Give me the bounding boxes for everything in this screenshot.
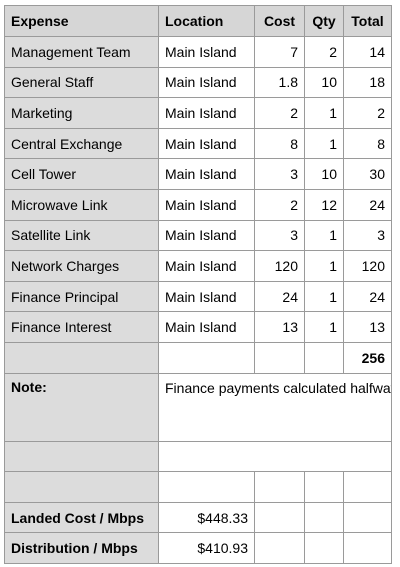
qty-cell[interactable]: 10: [304, 66, 344, 99]
empty-cell[interactable]: [304, 501, 344, 534]
qty-cell[interactable]: 1: [304, 127, 344, 160]
cost-cell[interactable]: 3: [254, 158, 305, 190]
location-cell[interactable]: Main Island: [158, 219, 255, 252]
location-cell[interactable]: Main Island: [158, 97, 255, 129]
expense-cell[interactable]: Satellite Link: [4, 219, 159, 252]
cost-cell[interactable]: 2: [254, 97, 305, 129]
empty-cell[interactable]: [158, 341, 255, 374]
qty-cell[interactable]: 10: [304, 158, 344, 190]
qty-cell[interactable]: 1: [304, 311, 344, 343]
header-total[interactable]: Total: [343, 5, 392, 37]
expense-cell[interactable]: Management Team: [4, 36, 159, 68]
table-row: Finance Interest Main Island 13 1 13: [4, 311, 392, 343]
empty-cell[interactable]: [254, 341, 305, 374]
summary-row: Distribution / Mbps $410.93: [4, 532, 392, 564]
expense-cell[interactable]: Marketing: [4, 97, 159, 129]
table-row: Marketing Main Island 2 1 2: [4, 97, 392, 129]
expense-table: Expense Location Cost Qty Total Manageme…: [4, 5, 392, 564]
total-cell[interactable]: 30: [343, 158, 392, 190]
note-text[interactable]: Finance payments calculated halfway thro…: [158, 372, 392, 442]
landed-cost-label[interactable]: Landed Cost / Mbps: [4, 501, 159, 534]
location-cell[interactable]: Main Island: [158, 188, 255, 221]
expense-cell[interactable]: Finance Principal: [4, 280, 159, 313]
location-cell[interactable]: Main Island: [158, 250, 255, 282]
grand-total-row: 256: [4, 341, 392, 374]
empty-cell[interactable]: [158, 440, 392, 473]
header-qty[interactable]: Qty: [304, 5, 344, 37]
total-cell[interactable]: 24: [343, 280, 392, 313]
note-row: Note: Finance payments calculated halfwa…: [4, 372, 392, 442]
location-cell[interactable]: Main Island: [158, 158, 255, 190]
cost-cell[interactable]: 1.8: [254, 66, 305, 99]
empty-cell[interactable]: [158, 471, 255, 503]
empty-cell[interactable]: [343, 501, 392, 534]
header-row: Expense Location Cost Qty Total: [4, 5, 392, 37]
location-cell[interactable]: Main Island: [158, 127, 255, 160]
total-cell[interactable]: 24: [343, 188, 392, 221]
blank-row: [4, 471, 392, 503]
note-label[interactable]: Note:: [4, 372, 159, 442]
blank-row: [4, 440, 392, 473]
empty-cell[interactable]: [304, 341, 344, 374]
total-cell[interactable]: 8: [343, 127, 392, 160]
distribution-label[interactable]: Distribution / Mbps: [4, 532, 159, 564]
expense-cell[interactable]: Network Charges: [4, 250, 159, 282]
location-cell[interactable]: Main Island: [158, 311, 255, 343]
summary-row: Landed Cost / Mbps $448.33: [4, 501, 392, 534]
cost-cell[interactable]: 8: [254, 127, 305, 160]
total-cell[interactable]: 2: [343, 97, 392, 129]
empty-label-cell[interactable]: [4, 341, 159, 374]
table-row: Cell Tower Main Island 3 10 30: [4, 158, 392, 190]
table-row: Satellite Link Main Island 3 1 3: [4, 219, 392, 252]
cost-cell[interactable]: 7: [254, 36, 305, 68]
cost-cell[interactable]: 2: [254, 188, 305, 221]
header-expense[interactable]: Expense: [4, 5, 159, 37]
empty-cell[interactable]: [254, 471, 305, 503]
table-row: General Staff Main Island 1.8 10 18: [4, 66, 392, 99]
cost-cell[interactable]: 24: [254, 280, 305, 313]
header-cost[interactable]: Cost: [254, 5, 305, 37]
empty-cell[interactable]: [343, 471, 392, 503]
landed-cost-value[interactable]: $448.33: [158, 501, 255, 534]
table-row: Network Charges Main Island 120 1 120: [4, 250, 392, 282]
empty-cell[interactable]: [254, 532, 305, 564]
location-cell[interactable]: Main Island: [158, 66, 255, 99]
cost-cell[interactable]: 13: [254, 311, 305, 343]
table-row: Finance Principal Main Island 24 1 24: [4, 280, 392, 313]
total-cell[interactable]: 14: [343, 36, 392, 68]
distribution-value[interactable]: $410.93: [158, 532, 255, 564]
location-cell[interactable]: Main Island: [158, 280, 255, 313]
total-cell[interactable]: 13: [343, 311, 392, 343]
qty-cell[interactable]: 1: [304, 97, 344, 129]
empty-cell[interactable]: [304, 532, 344, 564]
qty-cell[interactable]: 1: [304, 219, 344, 252]
empty-cell[interactable]: [304, 471, 344, 503]
expense-cell[interactable]: General Staff: [4, 66, 159, 99]
expense-cell[interactable]: Central Exchange: [4, 127, 159, 160]
cost-cell[interactable]: 120: [254, 250, 305, 282]
table-row: Management Team Main Island 7 2 14: [4, 36, 392, 68]
header-location[interactable]: Location: [158, 5, 255, 37]
expense-cell[interactable]: Microwave Link: [4, 188, 159, 221]
expense-cell[interactable]: Cell Tower: [4, 158, 159, 190]
empty-label-cell[interactable]: [4, 440, 159, 473]
qty-cell[interactable]: 12: [304, 188, 344, 221]
cost-cell[interactable]: 3: [254, 219, 305, 252]
total-cell[interactable]: 18: [343, 66, 392, 99]
qty-cell[interactable]: 1: [304, 250, 344, 282]
qty-cell[interactable]: 1: [304, 280, 344, 313]
total-cell[interactable]: 3: [343, 219, 392, 252]
total-cell[interactable]: 120: [343, 250, 392, 282]
grand-total-cell[interactable]: 256: [343, 341, 392, 374]
table-row: Microwave Link Main Island 2 12 24: [4, 188, 392, 221]
location-cell[interactable]: Main Island: [158, 36, 255, 68]
empty-cell[interactable]: [254, 501, 305, 534]
empty-label-cell[interactable]: [4, 471, 159, 503]
expense-cell[interactable]: Finance Interest: [4, 311, 159, 343]
qty-cell[interactable]: 2: [304, 36, 344, 68]
table-row: Central Exchange Main Island 8 1 8: [4, 127, 392, 160]
empty-cell[interactable]: [343, 532, 392, 564]
